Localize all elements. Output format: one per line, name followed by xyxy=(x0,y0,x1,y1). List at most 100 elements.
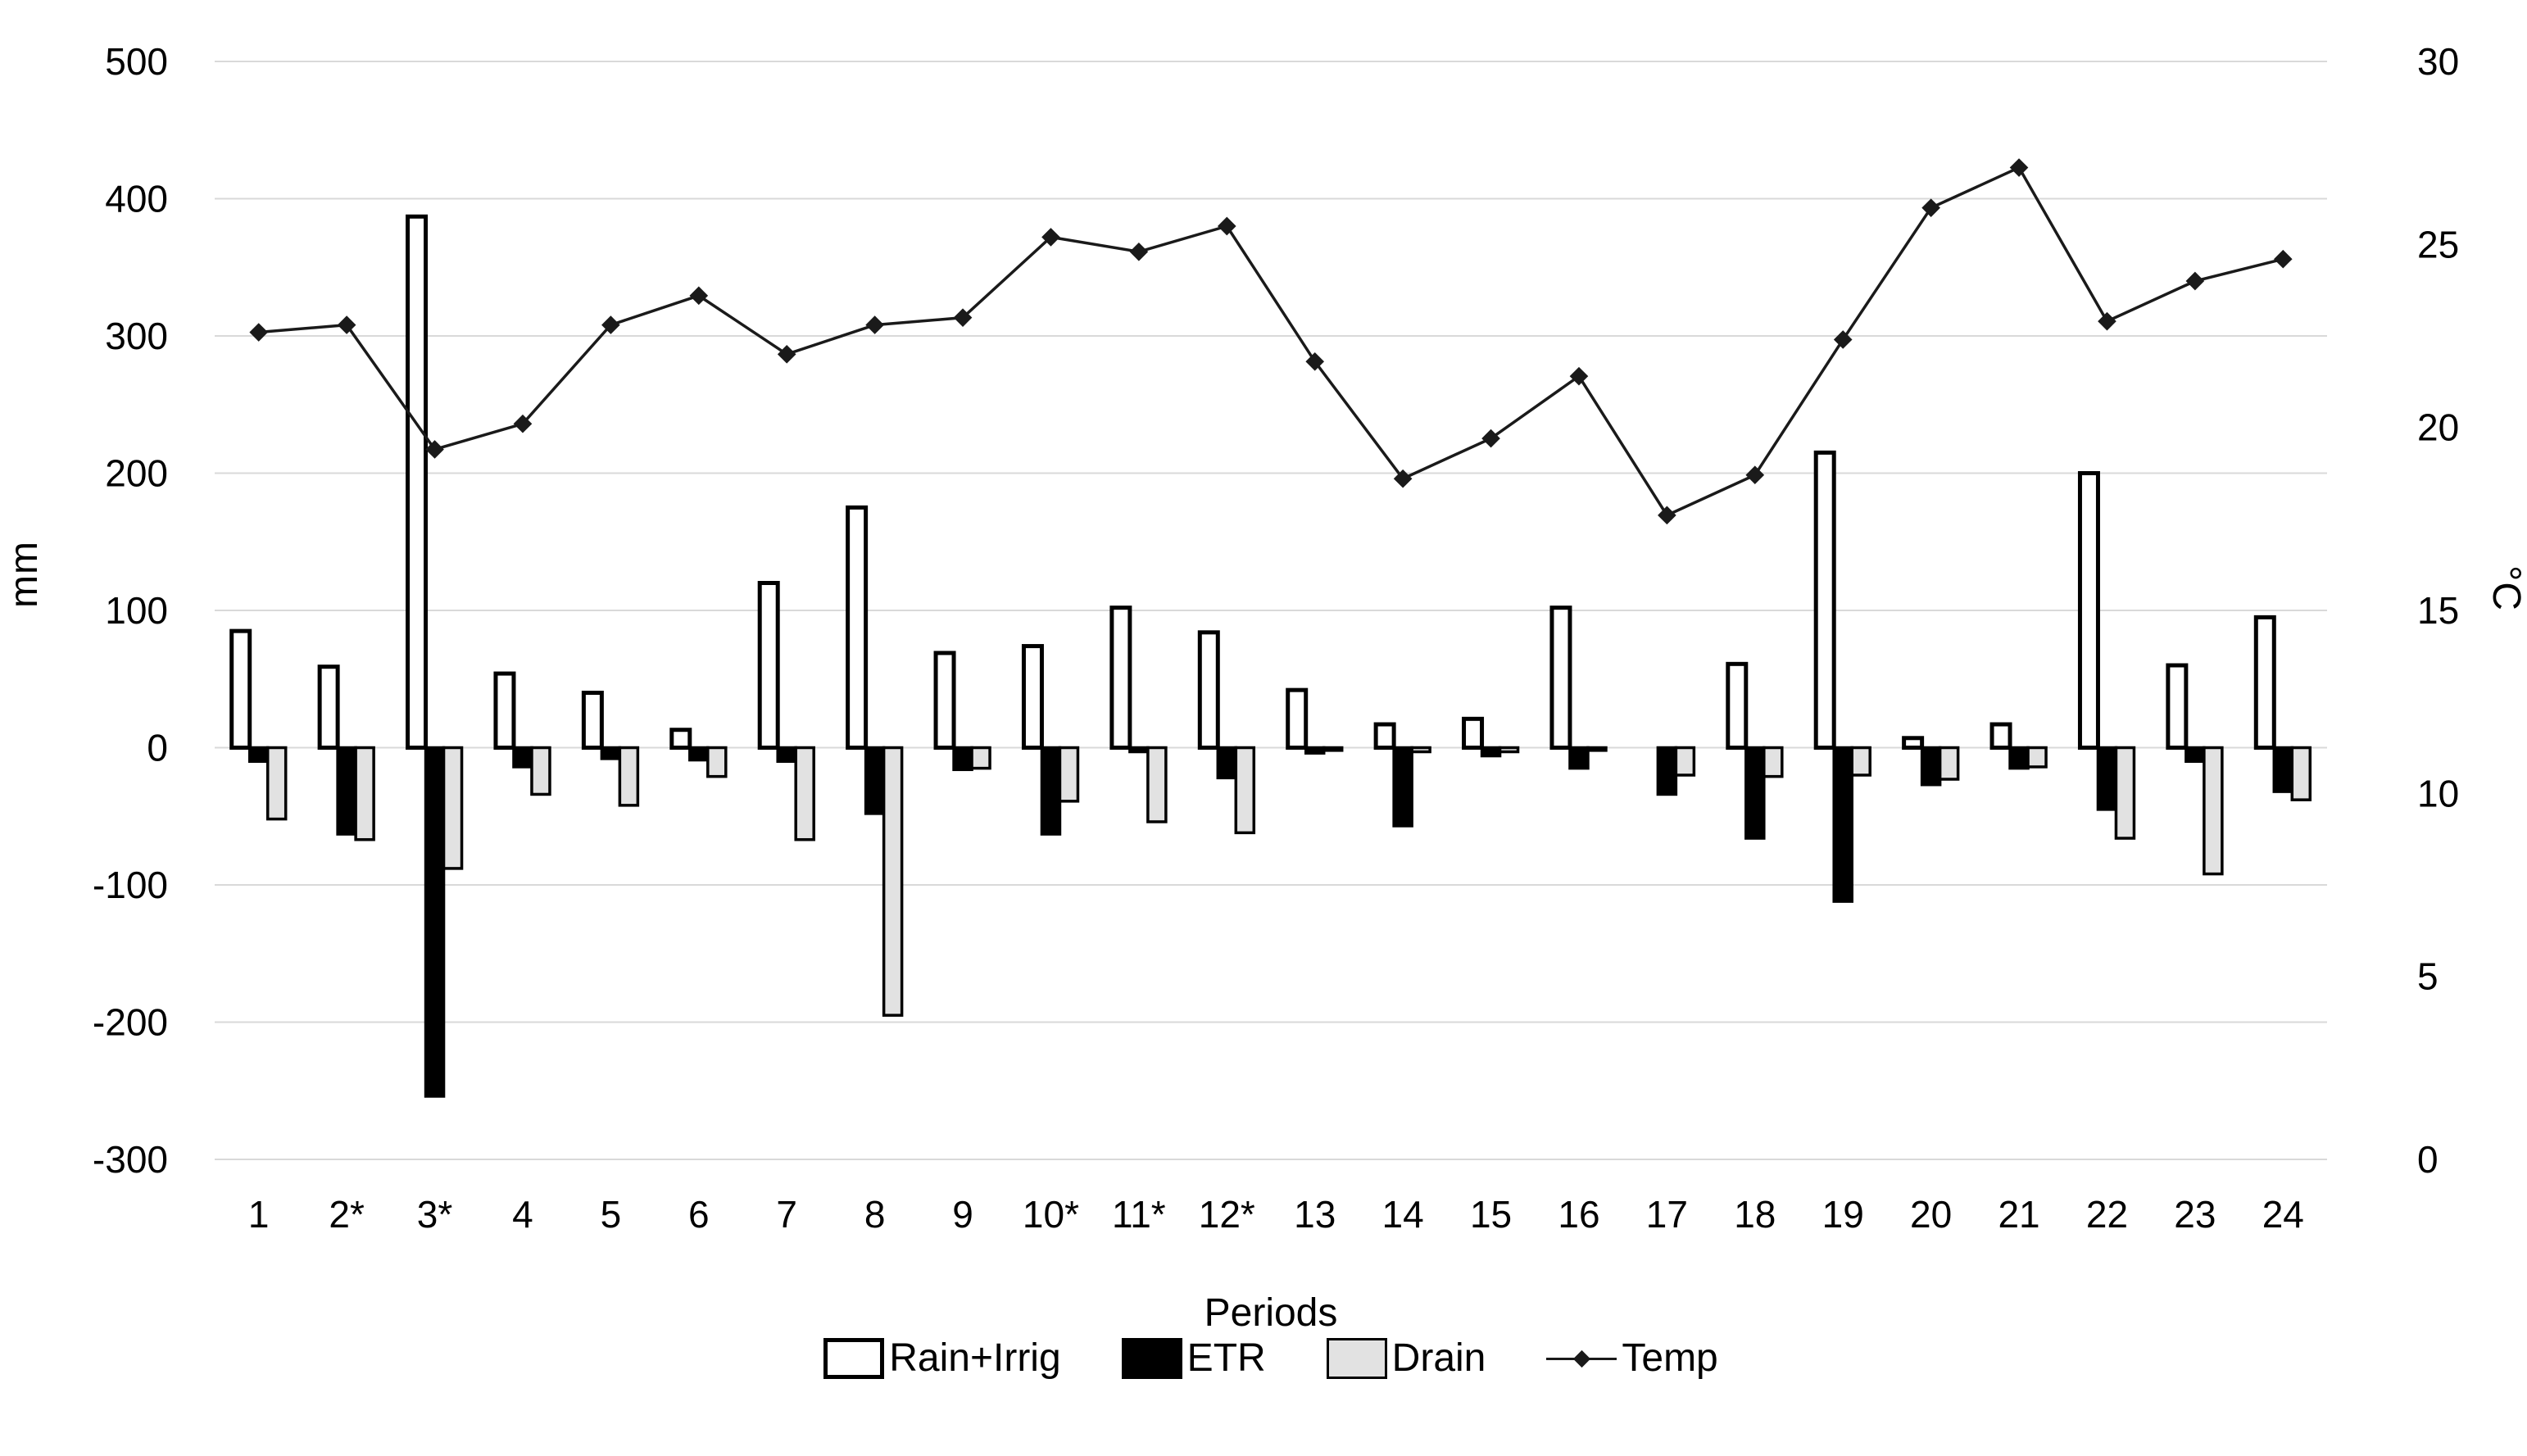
bar-etr-p11 xyxy=(1128,746,1150,754)
bar-rain-irrig-p24 xyxy=(2253,615,2276,750)
bar-rain-irrig-p13 xyxy=(1286,687,1309,751)
tick-label: 5 xyxy=(601,1193,622,1236)
tick-label: 11* xyxy=(1112,1193,1166,1236)
tick-label: -300 xyxy=(93,1138,168,1181)
tick-label: 5 xyxy=(2417,955,2439,998)
bar-drain-p22 xyxy=(2114,746,2136,840)
bar-etr-p24 xyxy=(2272,746,2294,793)
left-axis-title: mm xyxy=(2,541,46,608)
legend: Rain+Irrig ETR Drain Temp xyxy=(215,1336,2327,1381)
tick-label: 3* xyxy=(417,1193,453,1236)
legend-item-drain: Drain xyxy=(1326,1336,1486,1381)
bar-etr-p4 xyxy=(512,746,533,769)
bar-etr-p13 xyxy=(1304,746,1326,755)
bar-rain-irrig-p18 xyxy=(1726,661,1749,751)
tick-label: 30 xyxy=(2417,40,2459,83)
tick-label: 18 xyxy=(1734,1193,1776,1236)
bar-rain-irrig-p3 xyxy=(406,214,429,750)
temp-point-p19 xyxy=(1833,330,1853,349)
bar-drain-p11 xyxy=(1146,746,1168,823)
temp-point-p2 xyxy=(337,315,356,334)
tick-label: 4 xyxy=(512,1193,533,1236)
bar-etr-p10 xyxy=(1040,746,1062,836)
bar-etr-p7 xyxy=(776,746,797,763)
legend-label-etr: ETR xyxy=(1186,1336,1266,1380)
bar-rain-irrig-p19 xyxy=(1813,450,1836,750)
tick-label: 7 xyxy=(776,1193,797,1236)
tick-label: 400 xyxy=(105,178,168,220)
tick-label: 10* xyxy=(1023,1193,1079,1236)
temp-point-p8 xyxy=(865,315,884,334)
bar-rain-irrig-p8 xyxy=(846,505,869,750)
bar-etr-p15 xyxy=(1480,746,1502,758)
bar-drain-p1 xyxy=(265,746,288,821)
bar-etr-p6 xyxy=(688,746,710,762)
drain-swatch-icon xyxy=(1326,1337,1387,1379)
bar-etr-p18 xyxy=(1744,746,1766,840)
bar-etr-p3 xyxy=(424,746,446,1098)
bar-etr-p17 xyxy=(1656,746,1678,796)
tick-label: 20 xyxy=(1910,1193,1952,1236)
bar-drain-p15 xyxy=(1498,746,1520,754)
bar-drain-p8 xyxy=(882,746,904,1017)
temp-point-p7 xyxy=(777,345,796,364)
bar-drain-p12 xyxy=(1234,746,1256,835)
legend-label-temp: Temp xyxy=(1622,1336,1718,1380)
tick-label: 1 xyxy=(248,1193,270,1236)
bar-drain-p6 xyxy=(706,746,728,778)
bar-etr-p20 xyxy=(1920,746,1942,787)
temp-point-p20 xyxy=(1921,198,1940,217)
bar-drain-p16 xyxy=(1586,746,1608,752)
bar-drain-p13 xyxy=(1322,746,1344,752)
temp-point-p11 xyxy=(1129,242,1149,261)
bar-etr-p19 xyxy=(1832,746,1853,903)
bar-drain-p20 xyxy=(1938,746,1960,781)
bar-drain-p21 xyxy=(2026,746,2048,769)
tick-label: 0 xyxy=(147,727,168,769)
bar-rain-irrig-p12 xyxy=(1197,630,1220,750)
bar-drain-p24 xyxy=(2290,746,2312,801)
temp-point-p21 xyxy=(2009,158,2029,177)
tick-label: 20 xyxy=(2417,406,2459,449)
bar-drain-p14 xyxy=(1410,746,1431,754)
temp-point-p18 xyxy=(1745,465,1765,485)
temp-point-p17 xyxy=(1658,506,1676,525)
bar-etr-p16 xyxy=(1568,746,1590,770)
bar-drain-p10 xyxy=(1058,746,1080,803)
bar-etr-p14 xyxy=(1392,746,1413,828)
temp-point-p16 xyxy=(1569,366,1589,386)
tick-label: 0 xyxy=(2417,1138,2439,1181)
bar-rain-irrig-p15 xyxy=(1462,716,1485,751)
bar-rain-irrig-p7 xyxy=(757,581,780,750)
bar-etr-p21 xyxy=(2008,746,2030,770)
bar-drain-p17 xyxy=(1674,746,1696,777)
rain-swatch-icon xyxy=(823,1337,885,1379)
bar-drain-p9 xyxy=(970,746,991,770)
bar-rain-irrig-p4 xyxy=(493,671,516,750)
bar-drain-p19 xyxy=(1850,746,1871,777)
temp-point-p22 xyxy=(2098,311,2116,331)
bar-rain-irrig-p2 xyxy=(317,664,340,750)
temp-line-icon xyxy=(1546,1338,1617,1379)
bar-drain-p18 xyxy=(1763,746,1784,778)
legend-label-rain: Rain+Irrig xyxy=(889,1336,1061,1380)
temp-line xyxy=(258,166,2284,518)
x-axis-title: Periods xyxy=(1204,1291,1338,1335)
bar-etr-p12 xyxy=(1216,746,1238,780)
bar-etr-p5 xyxy=(600,746,622,760)
bar-etr-p9 xyxy=(952,746,973,772)
temp-point-p6 xyxy=(689,286,709,306)
etr-swatch-icon xyxy=(1121,1337,1182,1379)
bar-rain-irrig-p10 xyxy=(1021,644,1044,750)
temp-point-p3 xyxy=(425,440,444,459)
bar-drain-p23 xyxy=(2203,746,2224,876)
tick-label: 9 xyxy=(952,1193,973,1236)
bar-etr-p22 xyxy=(2096,746,2118,811)
bar-rain-irrig-p11 xyxy=(1109,606,1132,751)
tick-label: 17 xyxy=(1646,1193,1688,1236)
tick-label: 6 xyxy=(688,1193,710,1236)
tick-label: 13 xyxy=(1294,1193,1336,1236)
bar-drain-p2 xyxy=(354,746,375,841)
bar-rain-irrig-p16 xyxy=(1549,606,1572,751)
